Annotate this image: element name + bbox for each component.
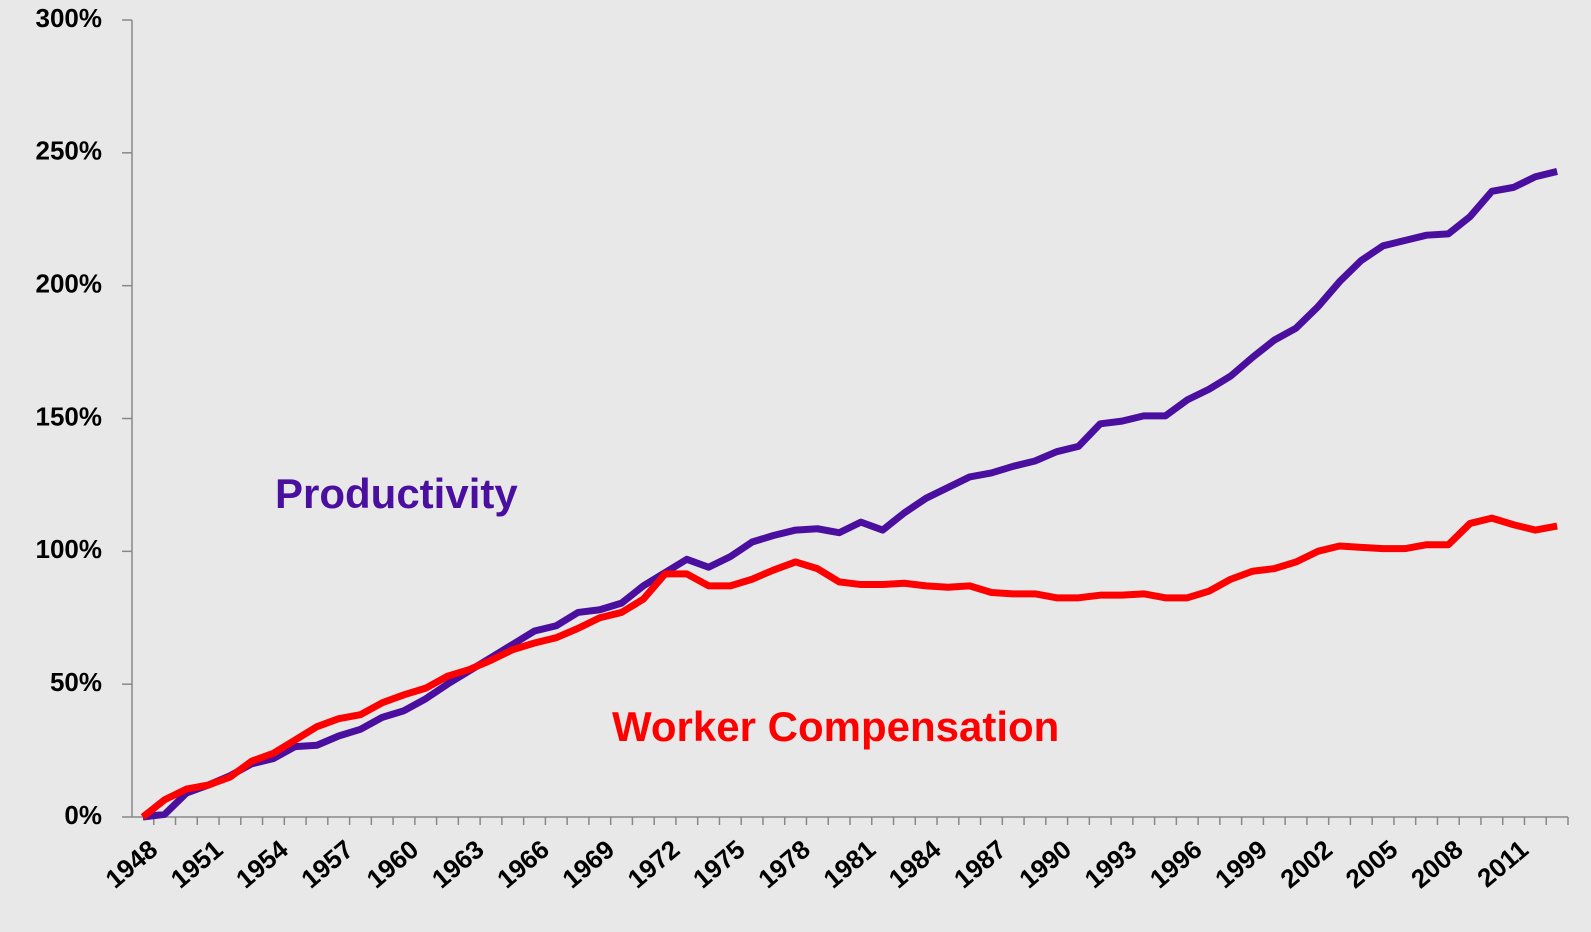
x-tick-label: 1996 bbox=[1144, 834, 1208, 894]
x-tick-label: 2011 bbox=[1471, 834, 1533, 893]
x-tick-label: 2005 bbox=[1340, 834, 1404, 894]
series-label: Worker Compensation bbox=[612, 703, 1059, 750]
x-tick-label: 1957 bbox=[295, 834, 359, 894]
series-line bbox=[142, 168, 1558, 821]
x-tick-label: 1993 bbox=[1079, 834, 1143, 894]
x-tick-label: 1984 bbox=[883, 834, 947, 895]
x-tick-label: 1966 bbox=[491, 834, 555, 894]
x-tick-label: 1951 bbox=[165, 834, 229, 894]
x-tick-label: 1948 bbox=[100, 834, 164, 894]
x-tick-label: 1990 bbox=[1013, 834, 1077, 894]
x-tick-label: 1972 bbox=[622, 834, 686, 894]
x-tick-label: 1960 bbox=[361, 834, 425, 894]
y-tick-label: 50% bbox=[50, 667, 102, 697]
y-tick-label: 100% bbox=[36, 534, 103, 564]
x-tick-label: 1969 bbox=[556, 834, 620, 894]
x-tick-label: 1963 bbox=[426, 834, 490, 894]
x-tick-label: 2008 bbox=[1405, 834, 1469, 894]
x-tick-label: 1987 bbox=[948, 834, 1012, 894]
series-line bbox=[140, 514, 1558, 820]
y-tick-label: 200% bbox=[36, 269, 103, 299]
y-tick-label: 300% bbox=[36, 3, 103, 33]
x-tick-label: 1981 bbox=[818, 834, 882, 894]
x-tick-label: 1978 bbox=[752, 834, 816, 894]
x-tick-label: 1999 bbox=[1209, 834, 1273, 894]
x-tick-label: 1954 bbox=[230, 834, 294, 895]
y-tick-label: 150% bbox=[36, 401, 103, 431]
x-tick-label: 1975 bbox=[687, 834, 751, 894]
series-label: Productivity bbox=[275, 470, 518, 517]
y-tick-label: 0% bbox=[64, 800, 102, 830]
y-tick-label: 250% bbox=[36, 136, 103, 166]
x-tick-label: 2002 bbox=[1274, 834, 1338, 894]
